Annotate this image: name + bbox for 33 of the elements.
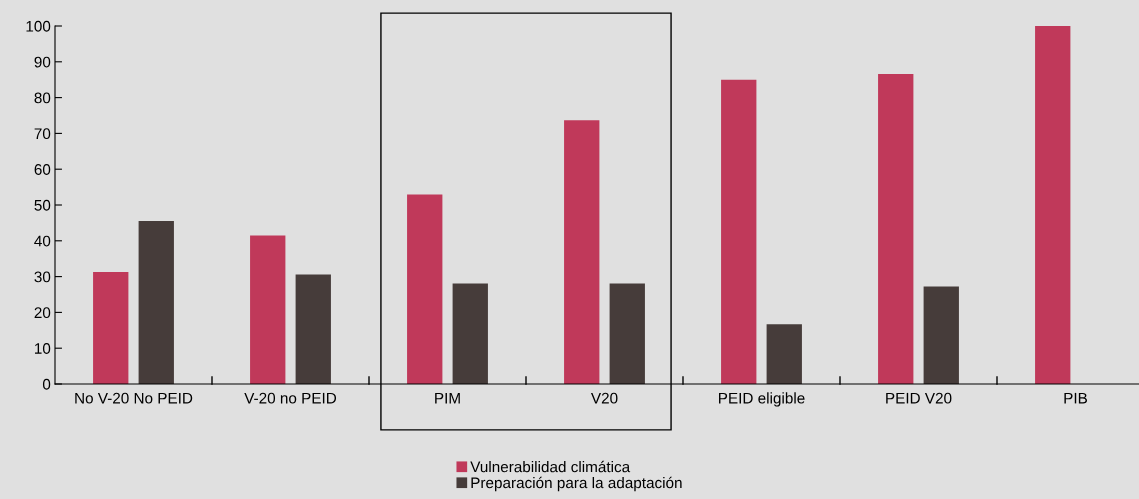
x-tick-label: V-20 no PEID [244, 392, 337, 404]
bar [564, 120, 600, 384]
x-tick-label: PEID V20 [886, 392, 952, 404]
bar [878, 73, 914, 384]
y-tick-label: 80 [34, 92, 51, 104]
y-tick-label: 60 [34, 164, 51, 175]
bar [407, 194, 443, 384]
bar [138, 221, 174, 384]
bar [609, 283, 645, 384]
y-tick-label: 70 [34, 128, 51, 140]
y-tick-label: 0 [42, 378, 51, 390]
bar [452, 283, 488, 384]
x-tick-label: PEID eligible [719, 392, 805, 407]
bar [295, 274, 331, 384]
y-tick-label: 50 [34, 199, 51, 211]
y-tick-label: 100 [26, 20, 51, 32]
y-tick-label: 30 [34, 271, 51, 283]
bar [766, 324, 802, 384]
x-tick-label: PIB [1064, 392, 1088, 404]
bar [250, 235, 286, 384]
legend-label: Vulnerabilidad climática [470, 460, 631, 473]
y-tick-label: 10 [35, 343, 51, 354]
y-tick-label: 40 [34, 235, 51, 247]
y-tick-label: 20 [34, 307, 51, 319]
bar [721, 79, 757, 384]
bar [93, 271, 129, 384]
y-tick-label: 90 [34, 56, 51, 68]
legend-label: Preparación para la adaptación [471, 476, 682, 492]
x-tick-label: V20 [590, 392, 618, 404]
bar [923, 286, 959, 384]
x-tick-label: No V-20 No PEID [75, 392, 193, 404]
bar [1035, 26, 1071, 384]
x-tick-label: PIM [435, 392, 460, 404]
